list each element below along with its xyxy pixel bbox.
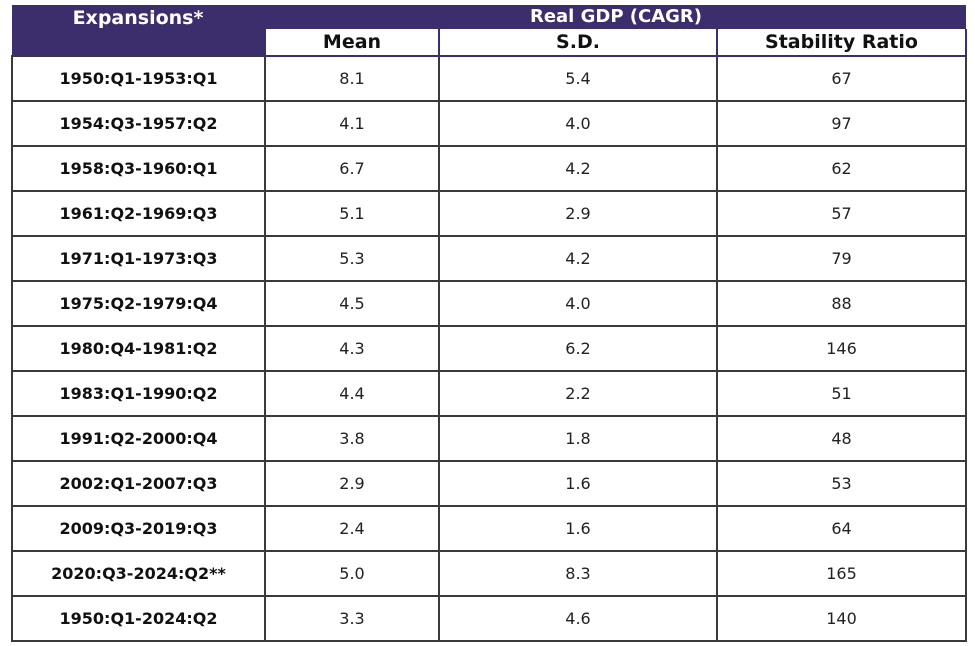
table-row: 1958:Q3-1960:Q1 6.7 4.2 62 <box>11 145 967 192</box>
gdp-expansions-table: Expansions* Real GDP (CAGR) Mean S.D. St… <box>11 5 967 642</box>
row-stability-ratio-value: 79 <box>716 235 967 282</box>
row-stability-ratio-value: 140 <box>716 595 967 642</box>
row-mean-value: 4.5 <box>264 280 440 327</box>
row-period-label: 1958:Q3-1960:Q1 <box>11 145 266 192</box>
table-body: 1950:Q1-1953:Q1 8.1 5.4 67 1954:Q3-1957:Q2 4.… <box>11 55 967 642</box>
row-mean-value: 2.9 <box>264 460 440 507</box>
table-row: 1950:Q1-1953:Q1 8.1 5.4 67 <box>11 55 967 102</box>
row-sd-value: 2.9 <box>438 190 718 237</box>
row-sd-value: 6.2 <box>438 325 718 372</box>
table-row: 1991:Q2-2000:Q4 3.8 1.8 48 <box>11 415 967 462</box>
table-row: 1983:Q1-1990:Q2 4.4 2.2 51 <box>11 370 967 417</box>
row-sd-value: 4.0 <box>438 100 718 147</box>
row-sd-value: 1.6 <box>438 505 718 552</box>
gdp-table-container: Expansions* Real GDP (CAGR) Mean S.D. St… <box>11 5 967 642</box>
row-stability-ratio-value: 67 <box>716 55 967 102</box>
mean-column-header: Mean <box>264 29 440 57</box>
row-stability-ratio-value: 64 <box>716 505 967 552</box>
row-sd-value: 1.6 <box>438 460 718 507</box>
row-stability-ratio-value: 88 <box>716 280 967 327</box>
row-sd-value: 4.0 <box>438 280 718 327</box>
row-sd-value: 8.3 <box>438 550 718 597</box>
table-row: 1975:Q2-1979:Q4 4.5 4.0 88 <box>11 280 967 327</box>
row-period-label: 2009:Q3-2019:Q3 <box>11 505 266 552</box>
row-mean-value: 5.3 <box>264 235 440 282</box>
row-stability-ratio-value: 165 <box>716 550 967 597</box>
table-row: 1950:Q1-2024:Q2 3.3 4.6 140 <box>11 595 967 642</box>
row-stability-ratio-value: 53 <box>716 460 967 507</box>
row-period-label: 1971:Q1-1973:Q3 <box>11 235 266 282</box>
row-sd-value: 4.6 <box>438 595 718 642</box>
row-mean-value: 5.0 <box>264 550 440 597</box>
header-row-sub: Mean S.D. Stability Ratio <box>12 29 967 57</box>
row-mean-value: 3.3 <box>264 595 440 642</box>
sd-column-header: S.D. <box>438 29 718 57</box>
row-mean-value: 6.7 <box>264 145 440 192</box>
row-sd-value: 1.8 <box>438 415 718 462</box>
expansions-header: Expansions* <box>12 5 266 56</box>
stability-ratio-column-header: Stability Ratio <box>716 29 967 57</box>
table-row: 1961:Q2-1969:Q3 5.1 2.9 57 <box>11 190 967 237</box>
table-row: 2002:Q1-2007:Q3 2.9 1.6 53 <box>11 460 967 507</box>
row-mean-value: 8.1 <box>264 55 440 102</box>
row-mean-value: 5.1 <box>264 190 440 237</box>
row-sd-value: 2.2 <box>438 370 718 417</box>
row-period-label: 2002:Q1-2007:Q3 <box>11 460 266 507</box>
row-mean-value: 3.8 <box>264 415 440 462</box>
row-period-label: 2020:Q3-2024:Q2** <box>11 550 266 597</box>
row-period-label: 1980:Q4-1981:Q2 <box>11 325 266 372</box>
row-mean-value: 4.3 <box>264 325 440 372</box>
table-row: 2009:Q3-2019:Q3 2.4 1.6 64 <box>11 505 967 552</box>
row-period-label: 1983:Q1-1990:Q2 <box>11 370 266 417</box>
row-period-label: 1975:Q2-1979:Q4 <box>11 280 266 327</box>
row-stability-ratio-value: 97 <box>716 100 967 147</box>
row-stability-ratio-value: 62 <box>716 145 967 192</box>
row-stability-ratio-value: 51 <box>716 370 967 417</box>
row-period-label: 1961:Q2-1969:Q3 <box>11 190 266 237</box>
row-period-label: 1991:Q2-2000:Q4 <box>11 415 266 462</box>
row-mean-value: 4.4 <box>264 370 440 417</box>
row-stability-ratio-value: 57 <box>716 190 967 237</box>
row-period-label: 1950:Q1-1953:Q1 <box>11 55 266 102</box>
row-period-label: 1954:Q3-1957:Q2 <box>11 100 266 147</box>
row-sd-value: 4.2 <box>438 145 718 192</box>
table-row: 1954:Q3-1957:Q2 4.1 4.0 97 <box>11 100 967 147</box>
row-mean-value: 4.1 <box>264 100 440 147</box>
table-row: 2020:Q3-2024:Q2** 5.0 8.3 165 <box>11 550 967 597</box>
row-stability-ratio-value: 48 <box>716 415 967 462</box>
row-period-label: 1950:Q1-2024:Q2 <box>11 595 266 642</box>
header-row-top: Expansions* Real GDP (CAGR) <box>12 5 966 56</box>
row-sd-value: 5.4 <box>438 55 718 102</box>
table-row: 1971:Q1-1973:Q3 5.3 4.2 79 <box>11 235 967 282</box>
row-stability-ratio-value: 146 <box>716 325 967 372</box>
row-mean-value: 2.4 <box>264 505 440 552</box>
row-sd-value: 4.2 <box>438 235 718 282</box>
real-gdp-group-header: Real GDP (CAGR) <box>265 5 966 29</box>
table-row: 1980:Q4-1981:Q2 4.3 6.2 146 <box>11 325 967 372</box>
